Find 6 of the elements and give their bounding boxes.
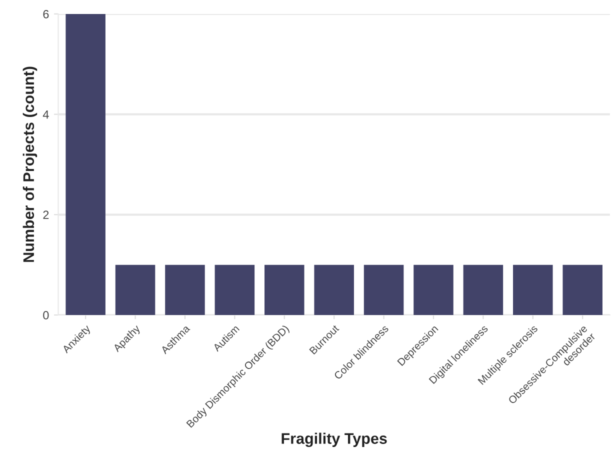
y-axis-title: Number of Projects (count) (22, 66, 38, 262)
y-tick-label: 0 (43, 311, 49, 320)
y-tick-label: 6 (43, 10, 49, 18)
y-tick-label: 4 (42, 110, 49, 119)
y-tick-label: 2 (43, 210, 49, 219)
x-axis-title: Fragility Types (282, 432, 387, 448)
